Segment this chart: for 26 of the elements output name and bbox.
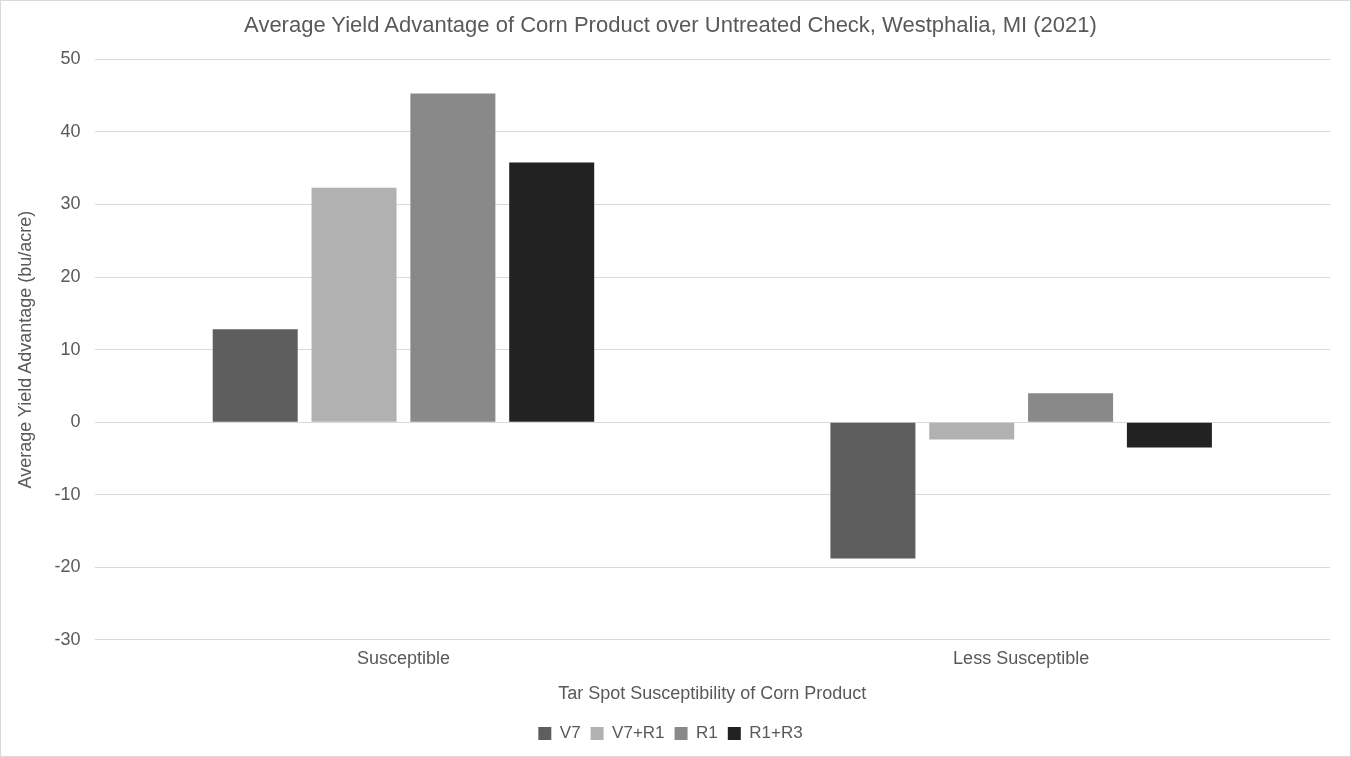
x-tick-label: Less Susceptible [953, 647, 1090, 668]
y-tick-label: 10 [60, 338, 81, 359]
bar [929, 422, 1015, 440]
bar [1126, 422, 1212, 448]
y-tick-label: 30 [60, 193, 81, 214]
y-tick-label: -30 [54, 628, 81, 649]
y-tick-label: -20 [54, 556, 81, 577]
legend-label: R1+R3 [749, 723, 803, 743]
bar [311, 187, 397, 422]
bar [212, 329, 298, 422]
x-axis-title: Tar Spot Susceptibility of Corn Product [558, 683, 867, 704]
legend-label: V7 [559, 723, 581, 743]
bar [509, 162, 595, 422]
y-tick-label: 50 [60, 48, 81, 69]
legend-label: R1 [696, 723, 718, 743]
y-axis-title: Average Yield Advantage (bu/acre) [14, 210, 35, 489]
bar [830, 422, 916, 559]
y-tick-label: 0 [70, 411, 81, 432]
bar [1028, 393, 1114, 422]
y-tick-label: 20 [60, 266, 81, 287]
x-tick-label: Susceptible [356, 647, 450, 668]
legend-label: V7+R1 [612, 723, 665, 743]
chart-title: Average Yield Advantage of Corn Product over Untreated Check, Westphalia, MI (2021) [244, 12, 1097, 38]
y-tick-label: 40 [60, 120, 81, 141]
bar [410, 93, 496, 422]
y-tick-label: -10 [54, 483, 81, 504]
